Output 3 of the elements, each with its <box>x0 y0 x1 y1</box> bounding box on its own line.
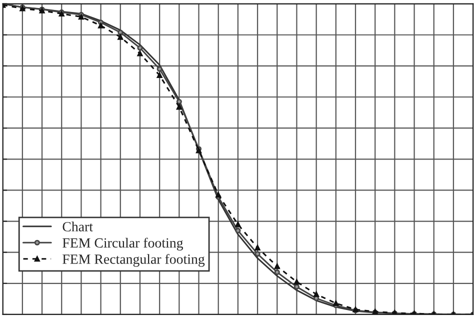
legend-label: FEM Rectangular footing <box>62 254 205 267</box>
legend-label: Chart <box>62 222 93 232</box>
legend-label: FEM Circular footing <box>62 238 184 250</box>
